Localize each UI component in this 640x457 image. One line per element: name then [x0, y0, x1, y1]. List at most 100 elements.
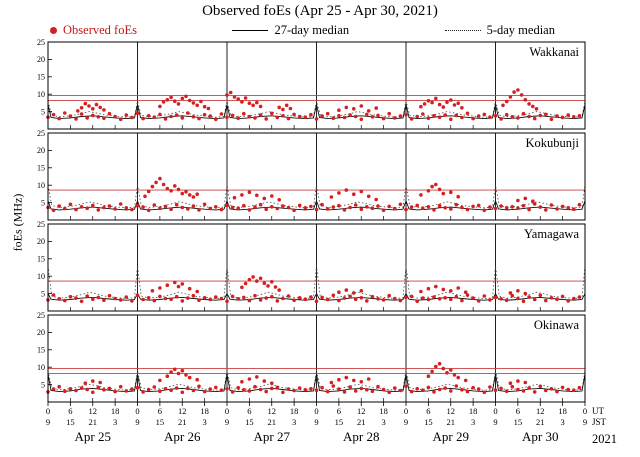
observed-point: [281, 296, 285, 301]
observed-point: [499, 117, 503, 121]
observed-point: [197, 384, 201, 389]
observed-point: [118, 384, 123, 389]
observed-point: [544, 208, 548, 212]
station-label: Yamagawa: [524, 227, 579, 241]
observed-point: [130, 115, 134, 120]
observed-point: [337, 108, 341, 112]
observed-point: [270, 111, 274, 116]
observed-point: [202, 202, 207, 207]
observed-point: [51, 293, 56, 297]
observed-point: [516, 387, 520, 392]
observed-point: [102, 388, 106, 392]
observed-point: [225, 299, 229, 304]
observed-point: [277, 105, 282, 110]
observed-point: [135, 293, 140, 298]
observed-point: [432, 114, 436, 118]
ut-tick-label: 6: [426, 406, 430, 416]
observed-point: [398, 388, 403, 393]
ut-tick-label: 12: [536, 406, 545, 416]
jst-tick-label: 3: [113, 417, 117, 427]
jst-tick-label: 9: [404, 417, 408, 427]
ut-tick-label: 0: [314, 406, 318, 416]
observed-point: [376, 113, 380, 118]
observed-point: [143, 194, 147, 199]
observed-point: [521, 111, 526, 116]
observed-point: [572, 388, 576, 393]
observed-point: [173, 184, 177, 188]
ut-tick-label: 18: [290, 406, 299, 416]
jst-tick-label: 21: [357, 417, 366, 427]
observed-point: [504, 112, 509, 117]
observed-point: [225, 115, 229, 119]
observed-point: [421, 112, 425, 116]
observed-point: [96, 385, 101, 390]
observed-point: [415, 299, 420, 304]
observed-point: [87, 104, 91, 108]
observed-point: [387, 204, 392, 209]
observed-point: [460, 298, 464, 303]
observed-point: [68, 202, 73, 207]
observed-point: [337, 191, 341, 195]
ut-tick-label: 18: [379, 406, 388, 416]
observed-point: [460, 106, 464, 110]
observed-point: [398, 202, 403, 207]
observed-point: [344, 375, 349, 380]
observed-point: [107, 204, 112, 208]
observed-point: [240, 380, 244, 384]
observed-point: [521, 203, 526, 208]
observed-point: [102, 108, 106, 112]
observed-point: [150, 184, 155, 189]
observed-point: [102, 298, 106, 303]
observed-point: [208, 387, 212, 391]
y-tick-label: 5: [41, 198, 45, 207]
observed-point: [135, 111, 140, 116]
observed-point: [297, 114, 302, 119]
observed-point: [409, 389, 414, 394]
observed-point: [176, 102, 181, 106]
observed-point: [544, 112, 548, 117]
observed-point: [531, 104, 535, 109]
observed-point: [113, 389, 117, 394]
observed-point: [538, 113, 543, 118]
observed-point: [74, 207, 78, 212]
observed-point: [441, 105, 446, 109]
observed-point: [352, 291, 356, 295]
observed-point: [76, 109, 80, 113]
y-tick-label: 15: [37, 73, 45, 82]
observed-point: [314, 207, 319, 212]
jst-tick-label: 3: [561, 417, 565, 427]
observed-point: [63, 206, 67, 211]
observed-point: [74, 388, 78, 393]
observed-point: [74, 296, 78, 300]
observed-point: [527, 295, 531, 299]
observed-point: [107, 111, 112, 116]
observed-point: [292, 112, 296, 117]
observed-point: [163, 296, 168, 301]
observed-point: [519, 93, 524, 97]
observed-point: [214, 117, 218, 122]
observed-point: [465, 293, 470, 297]
observed-point: [314, 299, 319, 304]
observed-point: [247, 298, 252, 303]
observed-point: [434, 182, 438, 187]
observed-point: [482, 390, 487, 395]
observed-point: [57, 297, 61, 301]
observed-point: [195, 289, 199, 294]
observed-point: [365, 205, 369, 209]
observed-point: [538, 293, 543, 298]
observed-point: [426, 205, 431, 209]
observed-point: [158, 286, 162, 290]
observed-point: [437, 187, 442, 192]
y-tick-label: 10: [37, 90, 45, 99]
jst-axis-label: JST: [592, 417, 607, 427]
jst-tick-label: 21: [89, 417, 98, 427]
observed-point: [253, 384, 257, 389]
observed-point: [566, 206, 570, 210]
observed-point: [393, 386, 397, 390]
observed-point: [452, 373, 457, 377]
observed-point: [387, 111, 392, 116]
observed-point: [449, 368, 453, 372]
observed-point: [365, 299, 369, 303]
observed-point: [432, 295, 436, 299]
observed-point: [158, 206, 162, 210]
